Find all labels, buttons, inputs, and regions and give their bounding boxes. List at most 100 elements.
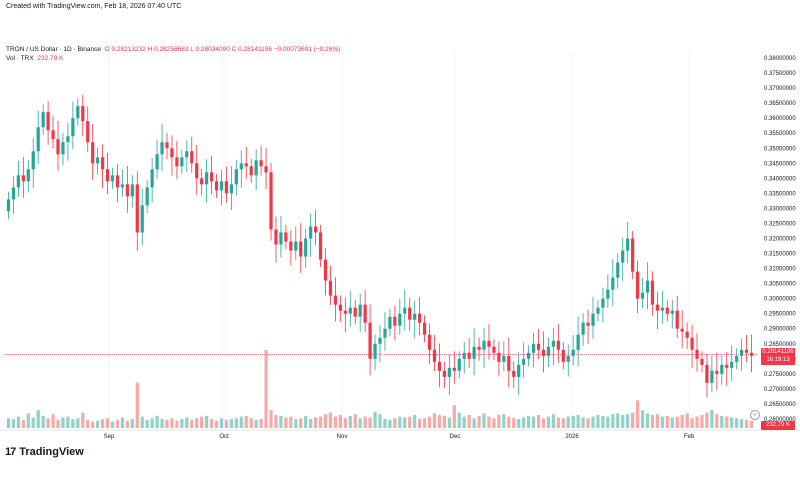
- brand-footer: 17 TradingView: [5, 446, 84, 458]
- volume-bar: [462, 416, 466, 428]
- volume-bar: [71, 419, 75, 428]
- price-tick-label: 0.35500000: [764, 131, 796, 137]
- candle-body: [269, 172, 273, 230]
- volume-bar: [209, 419, 214, 428]
- volume-bar: [749, 420, 754, 428]
- candle-body: [566, 355, 570, 362]
- volume-bar: [581, 417, 585, 428]
- volume-bar: [21, 419, 25, 428]
- candle-body: [274, 229, 278, 245]
- eye-icon[interactable]: ⊙: [750, 410, 760, 420]
- volume-bar: [551, 414, 555, 428]
- time-tick-label: 2026: [565, 434, 579, 440]
- symbol-title[interactable]: TRON / US Dollar · 1D · Binance: [6, 46, 101, 53]
- candle-body: [41, 112, 45, 128]
- volume-bar: [566, 416, 570, 428]
- volume-bar: [46, 418, 50, 428]
- candle-body: [224, 181, 229, 194]
- candle-body: [427, 334, 432, 350]
- price-tick-label: 0.34500000: [764, 161, 796, 167]
- candle-body: [472, 346, 476, 359]
- candle-body: [447, 367, 451, 377]
- volume-bar: [100, 419, 105, 428]
- volume-bar: [730, 417, 734, 428]
- volume-bar: [432, 413, 437, 428]
- candle-body: [487, 340, 491, 347]
- candle-body: [175, 157, 179, 167]
- candle-body: [264, 166, 268, 173]
- volume-bar: [200, 416, 204, 428]
- candle-body: [185, 151, 189, 158]
- volume-bar: [517, 419, 521, 428]
- candle-body: [422, 322, 427, 335]
- price-tick-label: 0.27000000: [764, 387, 796, 393]
- candle-body: [606, 289, 610, 299]
- volume-bar: [368, 417, 372, 428]
- candle-body: [254, 160, 258, 176]
- candle-body: [482, 340, 486, 350]
- candle-body: [363, 304, 367, 323]
- candle-body: [437, 361, 442, 371]
- volume-bar: [536, 415, 541, 428]
- volume-bar: [26, 413, 30, 428]
- candle-body: [388, 316, 392, 329]
- volume-bar: [333, 416, 338, 428]
- volume-value: 232.79 K: [37, 55, 64, 62]
- price-tick-label: 0.34000000: [764, 176, 796, 182]
- volume-bar: [591, 416, 595, 428]
- volume-bar: [690, 418, 694, 428]
- price-tick-label: 0.37500000: [764, 71, 796, 77]
- candle-body: [244, 163, 248, 167]
- volume-bar: [447, 417, 451, 428]
- volume-bar: [408, 416, 412, 428]
- volume-bar: [264, 350, 268, 428]
- candle-body: [378, 337, 382, 344]
- volume-bar: [705, 412, 709, 428]
- candle-body: [323, 259, 328, 281]
- volume-bar: [180, 419, 184, 428]
- candle-body: [749, 352, 754, 356]
- candle-body: [11, 187, 16, 200]
- volume-bar: [467, 415, 471, 428]
- volume-bar: [81, 412, 85, 428]
- candle-body: [299, 241, 303, 257]
- candle-body: [333, 295, 338, 305]
- volume-bar: [170, 418, 174, 428]
- time-tick-label: Oct: [219, 434, 229, 440]
- candle-body: [393, 316, 397, 326]
- brand-name[interactable]: TradingView: [19, 446, 84, 458]
- candle-body: [556, 340, 560, 350]
- volume-bar: [115, 419, 120, 428]
- volume-bar: [190, 419, 194, 428]
- volume-bar: [56, 419, 60, 428]
- price-tick-label: 0.37000000: [764, 86, 796, 92]
- candle-body: [616, 262, 620, 278]
- candle-body: [26, 169, 30, 182]
- ohlc-open: O 0.28213232: [104, 46, 146, 53]
- price-tick-label: 0.30000000: [764, 297, 796, 303]
- volume-bar: [155, 415, 159, 428]
- tradingview-logo-icon[interactable]: 17: [5, 446, 16, 458]
- volume-bar: [645, 413, 650, 428]
- candle-body: [601, 298, 605, 308]
- candle-body: [710, 370, 714, 383]
- candle-body: [477, 346, 481, 350]
- candle-body: [21, 175, 25, 182]
- volume-bar: [110, 421, 115, 428]
- candle-body: [492, 346, 496, 353]
- volume-bar: [353, 414, 357, 428]
- candle-body: [125, 184, 129, 197]
- candle-body: [36, 127, 40, 152]
- candle-body: [675, 310, 679, 329]
- candle-body: [195, 163, 199, 179]
- candle-body: [135, 184, 139, 233]
- created-caption: Created with TradingView.com, Feb 18, 20…: [6, 3, 182, 10]
- volume-bar: [437, 415, 442, 428]
- volume-label[interactable]: Vol · TRX: [6, 55, 34, 62]
- candle-body: [338, 304, 342, 311]
- volume-bar: [279, 415, 283, 428]
- candle-body: [655, 304, 660, 311]
- ohlc-high: H 0.28256683: [147, 46, 189, 53]
- price-tick-label: 0.36500000: [764, 101, 796, 107]
